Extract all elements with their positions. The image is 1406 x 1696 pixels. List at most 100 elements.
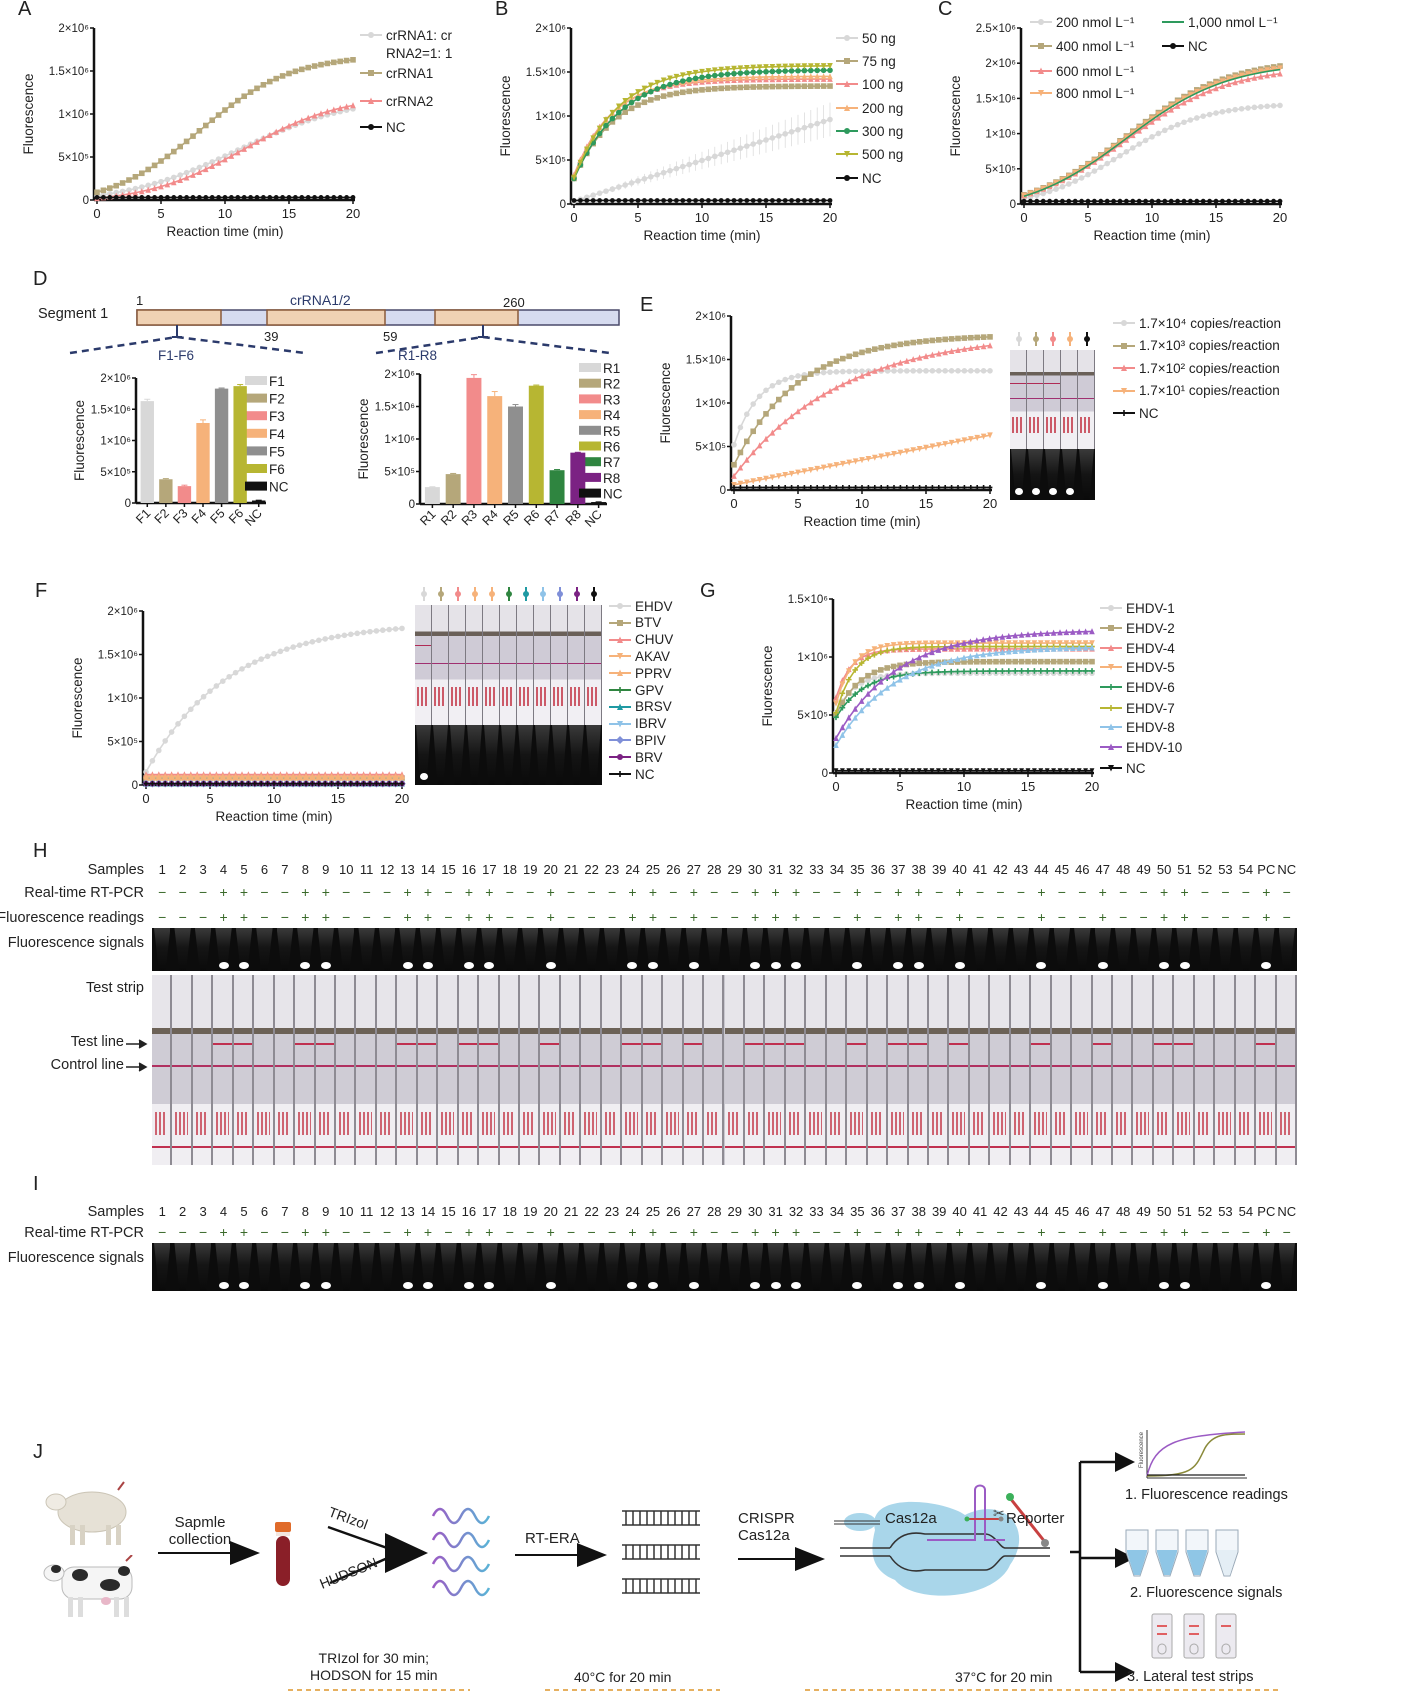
data-point bbox=[840, 368, 846, 375]
data-point bbox=[731, 441, 737, 448]
data-point bbox=[399, 781, 405, 787]
x-tick-label: R3 bbox=[459, 507, 480, 528]
control-line bbox=[1072, 1065, 1091, 1067]
legend-item-nc: NC bbox=[836, 171, 882, 186]
max-marking bbox=[451, 686, 462, 706]
cell: − bbox=[710, 1224, 719, 1240]
data-point bbox=[273, 128, 279, 135]
data-point bbox=[890, 642, 897, 649]
control-line bbox=[847, 1065, 866, 1067]
data-point bbox=[999, 633, 1006, 640]
data-point bbox=[820, 83, 827, 89]
data-point bbox=[215, 159, 222, 166]
tube bbox=[583, 1243, 600, 1291]
data-point bbox=[923, 768, 928, 774]
tube bbox=[644, 1243, 662, 1291]
max-marking bbox=[441, 1111, 454, 1135]
data-point bbox=[757, 198, 762, 203]
data-point bbox=[866, 484, 871, 490]
test-strip bbox=[534, 605, 551, 725]
lane-marker-dot bbox=[556, 591, 563, 597]
data-point bbox=[200, 693, 207, 700]
data-point bbox=[1238, 72, 1245, 79]
data-point bbox=[245, 773, 252, 780]
test-line bbox=[1044, 382, 1060, 385]
legend-item-ehdv-6: EHDV-6 bbox=[1100, 680, 1175, 695]
data-point bbox=[756, 419, 763, 425]
fluorescent-spot bbox=[218, 1282, 229, 1289]
legend-swatch bbox=[579, 457, 601, 467]
arrow-rt-era bbox=[515, 1543, 607, 1567]
control-line bbox=[724, 1065, 743, 1067]
x-tick-label: 0 bbox=[832, 779, 839, 794]
data-point bbox=[993, 649, 999, 656]
data-point bbox=[190, 133, 196, 139]
cell: 21 bbox=[563, 862, 579, 877]
max-marking bbox=[543, 1111, 556, 1135]
data-point bbox=[183, 174, 190, 181]
y-tick-label: 2.5×10⁶ bbox=[976, 23, 1016, 35]
series-nc bbox=[94, 195, 356, 200]
chart-a-crrna-comparison: 0 5 10 15 2005×10⁵1×10⁶1.5×10⁶2×10⁶Reaction … bbox=[21, 23, 453, 239]
strip-bottom-line bbox=[826, 1146, 846, 1148]
data-point bbox=[1025, 768, 1031, 774]
data-point bbox=[718, 71, 724, 78]
cell: 34 bbox=[829, 862, 845, 877]
legend-label: NC bbox=[269, 480, 289, 495]
legend-swatch bbox=[579, 378, 601, 388]
data-point bbox=[1174, 121, 1181, 128]
data-point bbox=[373, 773, 380, 780]
data-point bbox=[699, 68, 705, 76]
data-point bbox=[322, 773, 328, 780]
legend-label: R5 bbox=[603, 424, 620, 439]
tube bbox=[1045, 449, 1060, 500]
cell: + bbox=[1098, 884, 1107, 900]
bar-r4 bbox=[487, 396, 503, 504]
h-fluorescence-signal-image bbox=[152, 928, 1297, 971]
tube-liquid bbox=[1217, 1550, 1237, 1575]
data-point bbox=[247, 142, 254, 149]
data-point bbox=[884, 768, 890, 774]
data-point bbox=[858, 697, 865, 704]
tube bbox=[706, 1243, 723, 1291]
control-line bbox=[213, 1065, 232, 1067]
data-point bbox=[846, 378, 852, 385]
series-line bbox=[145, 627, 403, 773]
data-point bbox=[220, 781, 226, 787]
data-point bbox=[286, 195, 292, 200]
data-point bbox=[164, 153, 171, 160]
cell: 11 bbox=[359, 862, 374, 877]
fluorescent-spot bbox=[647, 962, 658, 969]
data-point bbox=[903, 645, 910, 651]
cell: 51 bbox=[1177, 1204, 1192, 1219]
strip-bottom-line bbox=[152, 1146, 171, 1148]
test-strip bbox=[315, 975, 336, 1165]
data-point bbox=[1187, 117, 1194, 123]
data-point bbox=[929, 351, 936, 358]
data-point bbox=[1213, 198, 1219, 204]
data-point bbox=[1006, 648, 1012, 655]
strip-bottom-line bbox=[213, 1146, 232, 1148]
data-point bbox=[1050, 658, 1057, 665]
data-point bbox=[776, 83, 782, 90]
data-point bbox=[929, 640, 935, 647]
legend-label: 200 ng bbox=[862, 101, 903, 116]
data-point bbox=[1188, 198, 1193, 204]
data-point bbox=[788, 83, 795, 90]
tube bbox=[746, 928, 764, 971]
series-nc bbox=[143, 781, 405, 787]
data-point bbox=[865, 690, 871, 697]
strip-bottom-line bbox=[479, 1146, 498, 1148]
fluorescent-spot bbox=[239, 1282, 249, 1289]
data-point bbox=[968, 344, 974, 351]
data-point bbox=[891, 484, 897, 490]
cell: − bbox=[280, 884, 289, 900]
data-point bbox=[1057, 668, 1063, 674]
y-tick-label: 2×10⁶ bbox=[985, 58, 1016, 70]
test-strip bbox=[806, 975, 827, 1165]
data-point bbox=[763, 387, 769, 394]
test-strip bbox=[1153, 975, 1175, 1165]
data-point bbox=[303, 773, 309, 780]
x-tick-label: 5 bbox=[634, 210, 641, 225]
data-point bbox=[267, 131, 273, 139]
